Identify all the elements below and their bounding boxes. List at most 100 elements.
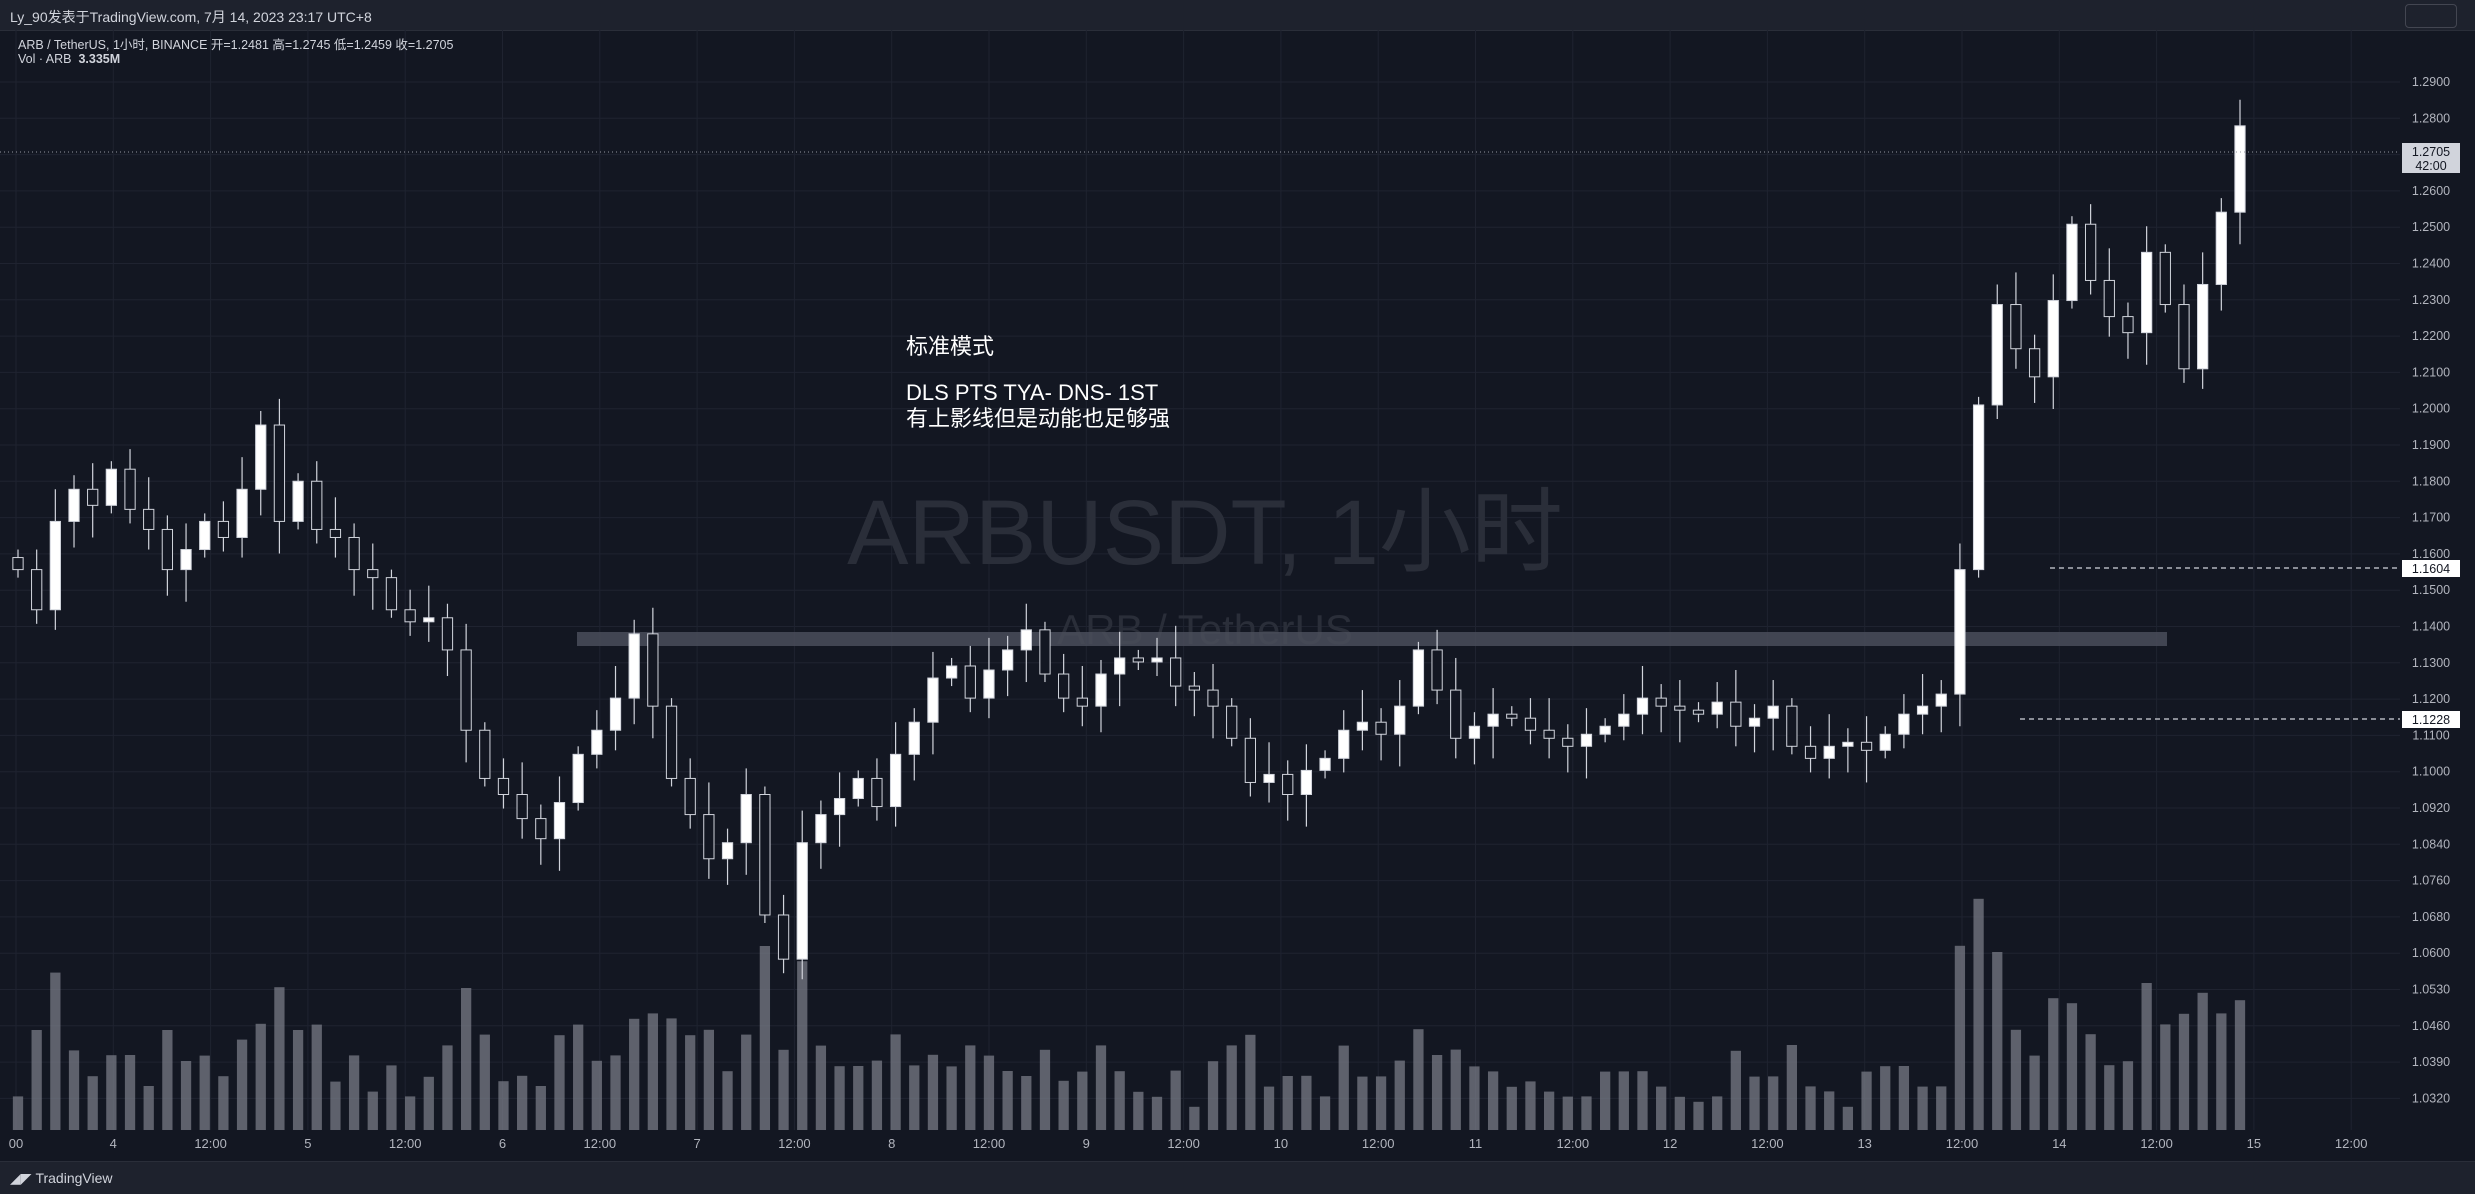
volume-bar — [965, 1045, 976, 1130]
candle-body — [1562, 737, 1574, 747]
candle-body — [2084, 223, 2097, 281]
candle-body — [1487, 713, 1499, 727]
candle-body — [1711, 701, 1723, 715]
volume-bar — [106, 1055, 117, 1130]
volume-bar — [1450, 1049, 1461, 1130]
x-tick-label: 14 — [2052, 1136, 2066, 1151]
volume-bar — [517, 1075, 528, 1130]
volume-bar — [1170, 1070, 1181, 1130]
x-tick-label: 10 — [1274, 1136, 1288, 1151]
candle-body — [1058, 673, 1070, 699]
candle-body — [1730, 701, 1742, 727]
price-chart[interactable]: ARBUSDT, 1小时 ARB / TetherUS 1.29001.2800… — [0, 30, 2475, 1161]
candle-body — [591, 729, 603, 755]
candle-body — [684, 777, 696, 816]
candle-body — [1226, 705, 1238, 739]
x-tick-label: 12:00 — [584, 1136, 617, 1151]
volume-bar — [1039, 1049, 1051, 1130]
candle-body — [199, 520, 211, 551]
volume-bar — [50, 972, 61, 1130]
y-tick-label: 1.0840 — [2412, 837, 2450, 851]
candle-body — [385, 577, 398, 611]
candle-body — [255, 424, 267, 490]
candle-body — [1263, 773, 1275, 783]
candle-body — [628, 633, 640, 699]
symbol-legend: ARB / TetherUS, 1小时, BINANCE 开=1.2481 高=… — [18, 38, 454, 52]
volume-bar — [1543, 1091, 1555, 1130]
volume-bar — [1786, 1045, 1798, 1130]
volume-bar — [1413, 1029, 1424, 1130]
candle-body — [1431, 649, 1443, 691]
volume-bar — [2234, 1000, 2246, 1130]
candle-body — [12, 557, 24, 571]
candle-body — [124, 468, 136, 510]
candle-body — [2028, 348, 2041, 378]
x-tick-label: 15 — [2247, 1136, 2261, 1151]
candle-body — [833, 798, 846, 816]
volume-bar — [1077, 1071, 1088, 1130]
volume-bar — [666, 1018, 677, 1130]
volume-legend-label: Vol · ARB — [18, 52, 72, 66]
candle-body — [1282, 773, 1294, 796]
candle-body — [2197, 283, 2209, 370]
candle-body — [1506, 713, 1518, 719]
candle-body — [1636, 697, 1649, 715]
y-tick-label: 1.2300 — [2412, 293, 2450, 307]
volume-bar — [1693, 1101, 1704, 1130]
volume-bar — [2066, 1003, 2078, 1130]
volume-bar — [2216, 1013, 2227, 1130]
volume-legend-value: 3.335M — [78, 52, 121, 66]
volume-bar — [423, 1076, 434, 1130]
x-tick-label: 13 — [1857, 1136, 1871, 1151]
volume-bar — [498, 1081, 509, 1130]
volume-bar — [1525, 1081, 1536, 1130]
watermark-title: ARBUSDT, 1小时 — [847, 482, 1563, 584]
candle-body — [497, 777, 510, 796]
volume-bar — [12, 1096, 24, 1130]
volume-bar — [367, 1091, 378, 1130]
candle-body — [535, 818, 547, 840]
y-tick-label: 1.1300 — [2412, 656, 2450, 670]
volume-bar — [1917, 1086, 1928, 1130]
candle-body — [1375, 721, 1387, 735]
volume-bar — [1151, 1096, 1163, 1130]
volume-bar — [890, 1034, 901, 1130]
candle-body — [516, 794, 528, 820]
volume-bar — [2048, 998, 2059, 1130]
candle-body — [1076, 697, 1088, 707]
candle-body — [1898, 713, 1910, 735]
y-tick-label: 1.0920 — [2412, 801, 2450, 815]
candle-body — [1935, 693, 1947, 707]
candle-body — [889, 753, 902, 808]
volume-bar — [1898, 1066, 1910, 1130]
y-tick-label: 1.1400 — [2412, 620, 2450, 634]
y-tick-label: 1.1500 — [2412, 583, 2450, 597]
candle-body — [2066, 223, 2078, 302]
top-right-button[interactable] — [2405, 4, 2457, 28]
volume-bar — [1749, 1076, 1760, 1130]
volume-bar — [143, 1086, 154, 1130]
current-price-badge: 1.2705 42:00 — [2402, 143, 2460, 173]
volume-bar — [741, 1034, 752, 1130]
volume-bar — [292, 1030, 304, 1130]
volume-bar — [2141, 983, 2152, 1130]
volume-bar — [1712, 1096, 1723, 1130]
tradingview-logo[interactable]: ◢◤ TradingView — [10, 1170, 113, 1186]
x-tick-label: 5 — [304, 1136, 311, 1151]
x-tick-label: 12:00 — [1167, 1136, 1200, 1151]
candle-body — [721, 842, 734, 860]
volume-bar — [236, 1039, 248, 1130]
candle-body — [1188, 685, 1200, 691]
candle-body — [1132, 657, 1144, 663]
volume-bar — [647, 1013, 658, 1130]
x-tick-label: 8 — [888, 1136, 895, 1151]
candle-body — [1954, 569, 1966, 695]
volume-bar — [834, 1066, 845, 1130]
volume-bar — [815, 1045, 827, 1130]
candle-body — [815, 814, 827, 844]
candle-body — [1618, 713, 1630, 727]
candle-body — [273, 424, 286, 522]
candle-body — [1356, 721, 1369, 731]
candle-body — [1039, 629, 1051, 675]
volume-bar — [1656, 1086, 1667, 1130]
